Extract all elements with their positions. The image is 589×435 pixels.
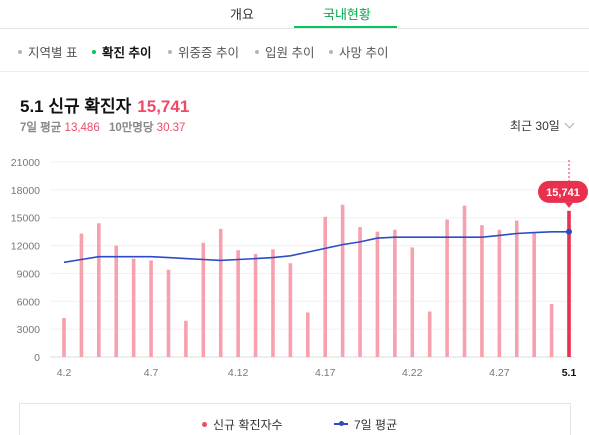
page-title: 5.1 신규 확진자 15,741: [20, 92, 189, 117]
x-tick-label: 4.22: [402, 367, 423, 379]
bar: [288, 263, 293, 357]
tab-domestic-status[interactable]: 국내현황: [323, 7, 371, 22]
bar: [462, 205, 467, 357]
bar: [514, 220, 519, 357]
x-tick-label: 5.1: [562, 367, 577, 379]
tab-overview[interactable]: 개요: [230, 7, 254, 22]
subtab-confirmed-trend[interactable]: 확진 추이: [92, 42, 151, 61]
subtab-label: 입원 추이: [265, 46, 315, 60]
callout-label: 15,741: [546, 187, 580, 199]
bar: [184, 320, 188, 357]
legend-line-icon: [334, 421, 348, 426]
x-tick-label: 4.2: [57, 367, 72, 379]
summary-line: 7일 평균 13,486 10만명당 30.37: [20, 119, 191, 135]
y-tick-label: 3000: [17, 324, 41, 336]
bar: [201, 242, 206, 357]
subtab-label: 지역별 표: [28, 46, 78, 60]
y-tick-label: 9000: [17, 268, 41, 280]
bar: [340, 204, 345, 357]
top-tab-bar: 개요 국내현황: [0, 0, 589, 29]
bar: [114, 245, 119, 357]
bar: [567, 210, 571, 357]
active-tab-indicator: [294, 26, 397, 29]
divider: [0, 71, 589, 72]
y-tick-label: 18000: [11, 185, 40, 197]
bar: [166, 269, 171, 357]
x-tick-label: 4.12: [228, 367, 249, 379]
divider: [0, 28, 589, 29]
subtab-label: 사망 추이: [339, 46, 389, 60]
bullet-icon: [18, 49, 22, 54]
bar: [236, 250, 240, 357]
headline-title: 5.1 신규 확진자: [20, 97, 132, 116]
avg-point: [566, 228, 572, 235]
y-tick-label: 12000: [11, 241, 40, 253]
subtab-death-trend[interactable]: 사망 추이: [329, 42, 388, 61]
bar: [375, 231, 380, 357]
bar: [97, 223, 101, 357]
bar: [358, 227, 362, 357]
bar: [271, 249, 275, 357]
avg-label: 7일 평균: [20, 122, 62, 134]
bar: [131, 258, 136, 357]
legend-confirmed-label: 신규 확진자수: [213, 418, 283, 432]
bar: [410, 247, 415, 357]
legend-7day-avg[interactable]: 7일 평균: [334, 416, 397, 433]
legend-confirmed[interactable]: 신규 확진자수: [202, 416, 283, 433]
bar: [305, 312, 310, 357]
range-dropdown-label: 최근 30일: [510, 119, 560, 133]
chevron-down-icon: [564, 118, 575, 129]
bar: [393, 229, 397, 357]
y-tick-label: 0: [34, 352, 40, 364]
x-tick-label: 4.27: [489, 367, 510, 379]
bullet-icon: [92, 49, 96, 54]
value-callout: [538, 180, 588, 203]
avg-value: 13,486: [64, 122, 100, 134]
legend-avg-label: 7일 평균: [354, 418, 398, 432]
chart-legend: 신규 확진자수 7일 평균: [19, 403, 571, 435]
subtab-label: 확진 추이: [102, 46, 152, 60]
subtab-label: 위중증 추이: [178, 46, 239, 60]
bar: [79, 233, 84, 357]
x-tick-label: 4.7: [144, 367, 159, 379]
avg-series-line: [63, 231, 569, 264]
bar: [323, 216, 328, 357]
y-tick-label: 15000: [11, 213, 40, 225]
bar: [532, 232, 536, 357]
y-tick-label: 6000: [17, 296, 41, 308]
headline-value: 15,741: [137, 97, 190, 116]
sub-tab-bar: 지역별 표 확진 추이 위중증 추이 입원 추이 사망 추이: [0, 38, 589, 64]
confirmed-cases-chart: 0 3000 6000 9000 12000 15000 18000 21000 15,741 4…: [11, 157, 588, 379]
callout-pointer: [565, 202, 573, 208]
bar: [445, 219, 449, 357]
bullet-icon: [255, 49, 259, 54]
legend-dot-icon: [202, 422, 207, 427]
bar: [62, 318, 66, 357]
bar: [253, 253, 258, 357]
bar: [497, 229, 502, 357]
bullet-icon: [168, 49, 172, 54]
subtab-hospital-trend[interactable]: 입원 추이: [255, 42, 314, 61]
y-tick-label: 21000: [11, 157, 40, 169]
subtab-critical-trend[interactable]: 위중증 추이: [168, 42, 239, 61]
range-dropdown[interactable]: 최근 30일: [510, 117, 575, 134]
bar: [549, 304, 554, 357]
bar: [480, 225, 484, 357]
per-100k-label: 10만명당: [108, 122, 154, 134]
bar: [218, 228, 223, 357]
x-tick-label: 4.17: [315, 367, 336, 379]
bar: [149, 260, 153, 357]
bar: [427, 311, 432, 357]
bullet-icon: [329, 49, 333, 54]
subtab-regional-table[interactable]: 지역별 표: [18, 42, 77, 61]
per-100k-value: 30.37: [156, 122, 186, 134]
